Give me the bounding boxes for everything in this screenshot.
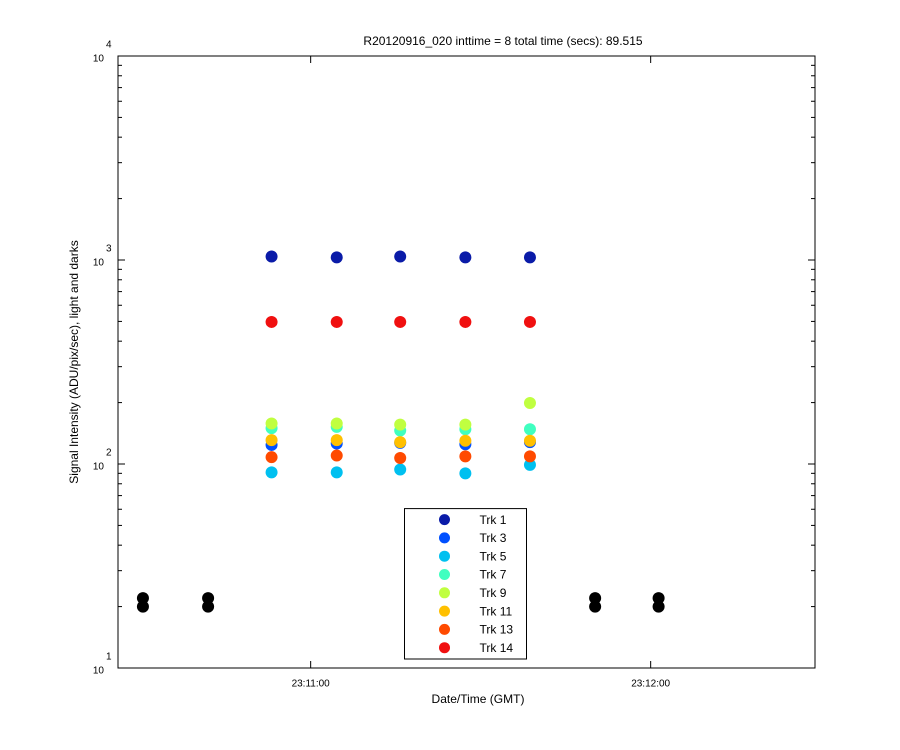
data-point (589, 600, 602, 613)
legend-label: Trk 13 (480, 623, 514, 637)
y-axis-label: Signal Intensity (ADU/pix/sec), light an… (67, 240, 81, 483)
y-tick-label: 10 (93, 666, 105, 677)
data-point (589, 592, 602, 605)
legend-marker (439, 532, 450, 544)
legend-box (404, 508, 527, 660)
data-point (523, 458, 536, 471)
data-point (330, 417, 343, 430)
data-point (523, 251, 536, 264)
x-tick-label: 23:12:00 (631, 679, 670, 690)
data-point (330, 315, 343, 328)
y-tick-exponent: 1 (106, 652, 112, 663)
legend-label: Trk 11 (480, 604, 513, 618)
data-point (523, 315, 536, 328)
data-point (523, 450, 536, 463)
y-tick-label: 10 (93, 462, 105, 473)
data-point (652, 592, 665, 605)
data-point (459, 434, 472, 447)
legend-label: Trk 7 (480, 568, 507, 582)
data-point (459, 450, 472, 463)
data-point (265, 434, 278, 447)
data-point (265, 466, 278, 479)
legend-marker (439, 587, 450, 599)
data-point (459, 315, 472, 328)
data-point (459, 467, 472, 480)
data-point (394, 436, 407, 449)
data-point (394, 250, 407, 263)
legend-label: Trk 14 (480, 641, 514, 655)
legend-marker (439, 605, 450, 617)
y-tick-exponent: 2 (106, 448, 112, 459)
data-point (330, 434, 343, 447)
y-tick-exponent: 4 (106, 40, 112, 51)
chart-title: R20120916_020 inttime = 8 total time (se… (363, 34, 642, 48)
legend: Trk 1 Trk 3 Trk 5 Trk 7 Trk 9 Trk 11 Trk 13 Trk… (404, 508, 527, 660)
legend-marker (439, 514, 450, 526)
y-tick-label: 10 (93, 258, 105, 269)
data-point (265, 315, 278, 328)
x-tick-label: 23:11:00 (292, 679, 331, 690)
legend-label: Trk 1 (480, 513, 507, 527)
data-point (330, 251, 343, 264)
data-point (523, 423, 536, 436)
data-point (523, 434, 536, 447)
data-point (136, 592, 149, 605)
legend-marker (439, 569, 450, 580)
data-point (394, 418, 407, 431)
data-point (265, 417, 278, 430)
data-point (394, 463, 407, 476)
y-tick-exponent: 3 (106, 244, 112, 255)
y-tick-label: 10 (93, 54, 105, 65)
data-point (330, 449, 343, 462)
data-point (330, 466, 343, 479)
data-point (265, 451, 278, 464)
data-point (394, 452, 407, 465)
plot-frame (117, 55, 816, 669)
legend-label: Trk 5 (480, 549, 507, 563)
legend-label: Trk 3 (480, 531, 507, 545)
data-point (652, 600, 665, 613)
legend-marker (439, 550, 450, 562)
data-point (394, 315, 407, 328)
data-point (202, 592, 215, 605)
data-point (523, 397, 536, 410)
data-point (202, 600, 215, 613)
data-point (136, 600, 149, 613)
legend-marker (439, 642, 450, 654)
data-point (459, 251, 472, 264)
x-axis-label: Date/Time (GMT) (432, 692, 525, 706)
data-point (459, 418, 472, 431)
data-point (265, 250, 278, 263)
legend-label: Trk 9 (480, 586, 507, 600)
legend-marker (439, 623, 450, 635)
